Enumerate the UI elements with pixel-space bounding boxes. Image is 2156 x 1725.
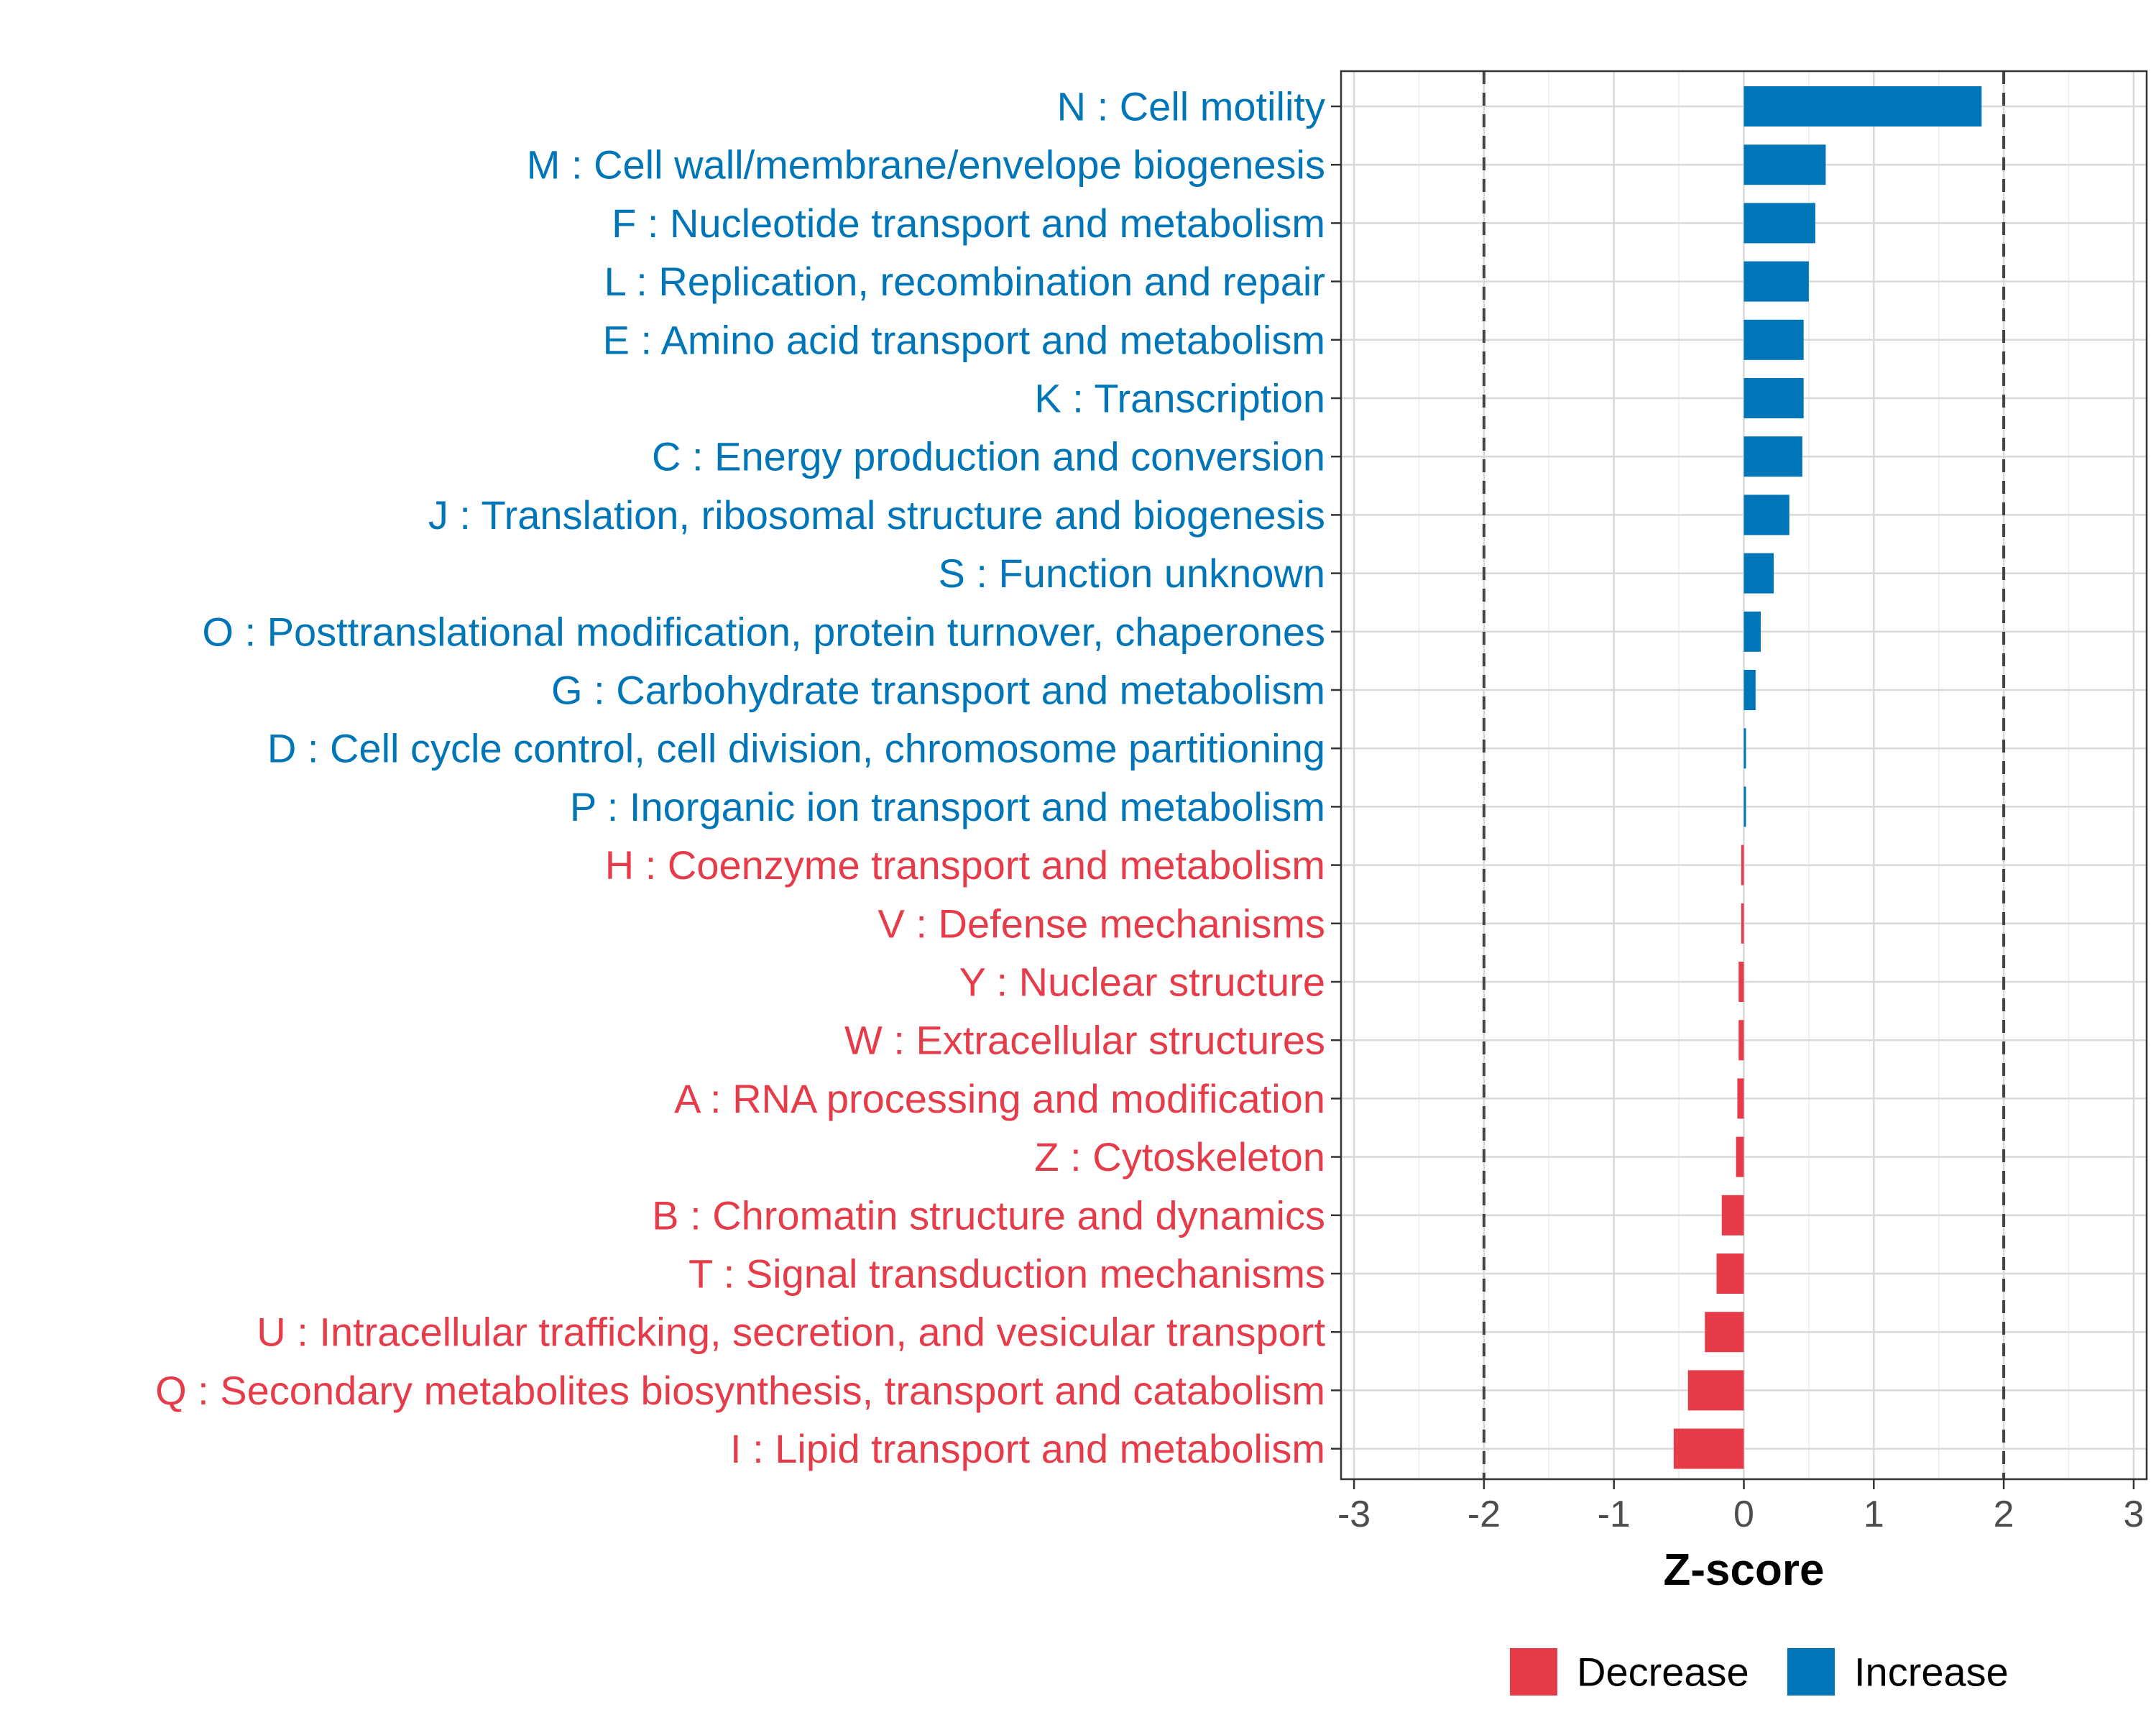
category-label: O : Posttranslational modification, prot… <box>202 609 1325 654</box>
category-label: U : Intracellular trafficking, secretion… <box>257 1310 1325 1355</box>
category-label: L : Replication, recombination and repai… <box>604 259 1325 304</box>
x-tick-label: -2 <box>1468 1494 1501 1535</box>
category-label: K : Transcription <box>1034 376 1325 421</box>
x-tick-label: 0 <box>1733 1494 1754 1535</box>
bar <box>1736 1136 1744 1177</box>
legend-label: Decrease <box>1577 1650 1749 1695</box>
bar <box>1743 319 1804 360</box>
bar <box>1705 1312 1744 1353</box>
bar <box>1673 1428 1744 1469</box>
category-label: Q : Secondary metabolites biosynthesis, … <box>155 1368 1325 1413</box>
category-label: C : Energy production and conversion <box>652 434 1325 479</box>
bar <box>1743 436 1802 477</box>
legend-swatch <box>1510 1648 1557 1696</box>
x-tick-label: 2 <box>1994 1494 2014 1535</box>
bar <box>1743 728 1746 769</box>
bar <box>1743 611 1761 652</box>
bar <box>1743 378 1804 418</box>
category-label: F : Nucleotide transport and metabolism <box>612 201 1325 246</box>
bar <box>1743 203 1815 244</box>
category-label: J : Translation, ribosomal structure and… <box>428 492 1325 538</box>
category-label: H : Coenzyme transport and metabolism <box>605 842 1325 888</box>
x-tick-label: 3 <box>2123 1494 2144 1535</box>
category-label: A : RNA processing and modification <box>674 1076 1325 1121</box>
x-tick-label: -1 <box>1598 1494 1631 1535</box>
legend-swatch <box>1787 1648 1835 1696</box>
category-label: V : Defense mechanisms <box>878 901 1325 946</box>
legend-label: Increase <box>1854 1650 2009 1695</box>
category-label: P : Inorganic ion transport and metaboli… <box>570 784 1325 829</box>
bar <box>1743 494 1789 535</box>
category-label: T : Signal transduction mechanisms <box>688 1251 1325 1297</box>
category-label: N : Cell motility <box>1057 84 1325 129</box>
bar <box>1743 786 1746 827</box>
legend: Decrease Increase <box>1510 1648 2009 1696</box>
bar <box>1687 1370 1744 1411</box>
bar <box>1716 1254 1744 1294</box>
category-label: Y : Nuclear structure <box>959 960 1325 1005</box>
category-label: S : Function unknown <box>938 551 1325 596</box>
category-label: Z : Cytoskeleton <box>1034 1134 1325 1179</box>
bar <box>1738 962 1744 1002</box>
reference-lines <box>1482 71 2006 1479</box>
bars <box>1673 86 1982 1469</box>
bar <box>1743 144 1826 185</box>
x-tick-label: -3 <box>1337 1494 1370 1535</box>
category-label: M : Cell wall/membrane/envelope biogenes… <box>527 142 1325 188</box>
bar <box>1743 670 1756 710</box>
x-axis-title: Z-score <box>1664 1545 1825 1595</box>
bar <box>1737 1078 1744 1119</box>
bar <box>1741 845 1744 886</box>
bar <box>1721 1195 1744 1236</box>
bar <box>1738 1020 1744 1061</box>
bar <box>1743 553 1774 594</box>
x-tick-label: 1 <box>1864 1494 1884 1535</box>
bar <box>1743 86 1982 126</box>
category-labels: N : Cell motility M : Cell wall/membrane/… <box>155 84 1341 1471</box>
category-label: D : Cell cycle control, cell division, c… <box>267 726 1325 771</box>
category-label: E : Amino acid transport and metabolism <box>603 317 1325 362</box>
x-axis-ticks: -3 -2 -1 0 1 2 3 <box>1337 1479 2144 1535</box>
category-label: G : Carbohydrate transport and metabolis… <box>551 668 1325 713</box>
category-label: W : Extracellular structures <box>844 1018 1325 1063</box>
bar <box>1741 903 1744 944</box>
bar <box>1743 261 1809 302</box>
category-label: I : Lipid transport and metabolism <box>730 1426 1325 1471</box>
category-label: B : Chromatin structure and dynamics <box>652 1192 1325 1238</box>
